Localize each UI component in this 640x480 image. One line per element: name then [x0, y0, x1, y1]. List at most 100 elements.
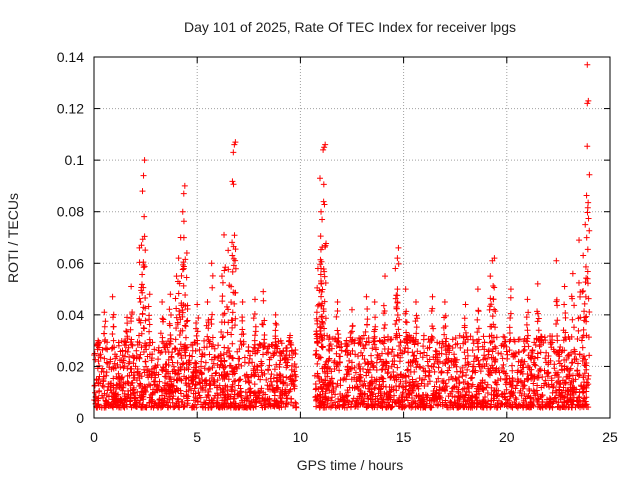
roti-point: [521, 390, 528, 397]
roti-point: [193, 381, 200, 388]
roti-point: [320, 404, 327, 411]
roti-point: [255, 345, 262, 352]
roti-point: [370, 364, 377, 371]
roti-point: [111, 401, 118, 408]
roti-point: [318, 398, 325, 405]
roti-point: [222, 363, 229, 370]
roti-point: [577, 404, 584, 411]
roti-point: [397, 354, 404, 361]
roti-point: [226, 362, 233, 369]
roti-point: [261, 317, 268, 324]
roti-point: [214, 384, 221, 391]
roti-point: [316, 287, 323, 294]
roti-point: [535, 371, 542, 378]
roti-point: [241, 404, 248, 411]
roti-point: [503, 348, 510, 355]
roti-point: [291, 360, 298, 367]
roti-point: [534, 318, 541, 325]
roti-point: [451, 384, 458, 391]
roti-point: [323, 386, 330, 393]
roti-point: [407, 387, 414, 394]
roti-point: [317, 246, 324, 253]
roti-point: [396, 343, 403, 350]
roti-point: [227, 400, 234, 407]
roti-point: [214, 377, 221, 384]
roti-point: [269, 382, 276, 389]
roti-point: [571, 385, 578, 392]
roti-point: [326, 365, 333, 372]
roti-point: [321, 201, 328, 208]
roti-point: [140, 172, 147, 179]
roti-point: [564, 365, 571, 372]
roti-point: [507, 315, 514, 322]
roti-point: [318, 280, 325, 287]
roti-point: [121, 353, 128, 360]
roti-point: [218, 404, 225, 411]
roti-point: [225, 376, 232, 383]
roti-point: [499, 365, 506, 372]
roti-point: [349, 322, 356, 329]
roti-point: [539, 404, 546, 411]
roti-point: [258, 369, 265, 376]
roti-point: [574, 397, 581, 404]
roti-point: [160, 316, 167, 323]
roti-point: [366, 385, 373, 392]
roti-point: [230, 262, 237, 269]
roti-point: [268, 371, 275, 378]
roti-point: [394, 255, 401, 262]
roti-point: [421, 382, 428, 389]
roti-point: [484, 389, 491, 396]
roti-point: [381, 334, 388, 341]
roti-point: [545, 352, 552, 359]
roti-point: [312, 386, 319, 393]
roti-point: [326, 403, 333, 410]
roti-point: [324, 373, 331, 380]
roti-point: [280, 373, 287, 380]
roti-point: [379, 350, 386, 357]
roti-point: [586, 171, 593, 178]
roti-point: [206, 340, 213, 347]
roti-point: [535, 315, 542, 322]
roti-point: [584, 61, 591, 68]
roti-point: [282, 386, 289, 393]
roti-point: [394, 286, 401, 293]
roti-point: [583, 384, 590, 391]
roti-point: [350, 395, 357, 402]
roti-point: [218, 358, 225, 365]
roti-point: [429, 323, 436, 330]
roti-point: [397, 338, 404, 345]
roti-point: [575, 315, 582, 322]
roti-point: [537, 349, 544, 356]
roti-point: [172, 402, 179, 409]
roti-point: [493, 393, 500, 400]
roti-point: [586, 309, 593, 316]
roti-point: [575, 327, 582, 334]
roti-point: [334, 298, 341, 305]
roti-point: [344, 387, 351, 394]
roti-point: [344, 351, 351, 358]
roti-point: [134, 366, 141, 373]
roti-point: [202, 400, 209, 407]
roti-point: [264, 395, 271, 402]
roti-point: [193, 320, 200, 327]
roti-point: [402, 286, 409, 293]
roti-point: [507, 286, 514, 293]
roti-point: [178, 355, 185, 362]
roti-point: [351, 374, 358, 381]
roti-point: [491, 358, 498, 365]
roti-point: [232, 315, 239, 322]
roti-point: [251, 371, 258, 378]
roti-point: [100, 377, 107, 384]
roti-point: [502, 376, 509, 383]
roti-point: [261, 331, 268, 338]
roti-point: [255, 392, 262, 399]
roti-point: [336, 344, 343, 351]
roti-point: [265, 366, 272, 373]
roti-point: [364, 305, 371, 312]
roti-point: [138, 330, 145, 337]
roti-point: [204, 298, 211, 305]
roti-point: [469, 347, 476, 354]
roti-point: [205, 336, 212, 343]
roti-point: [124, 348, 131, 355]
roti-point: [530, 396, 537, 403]
